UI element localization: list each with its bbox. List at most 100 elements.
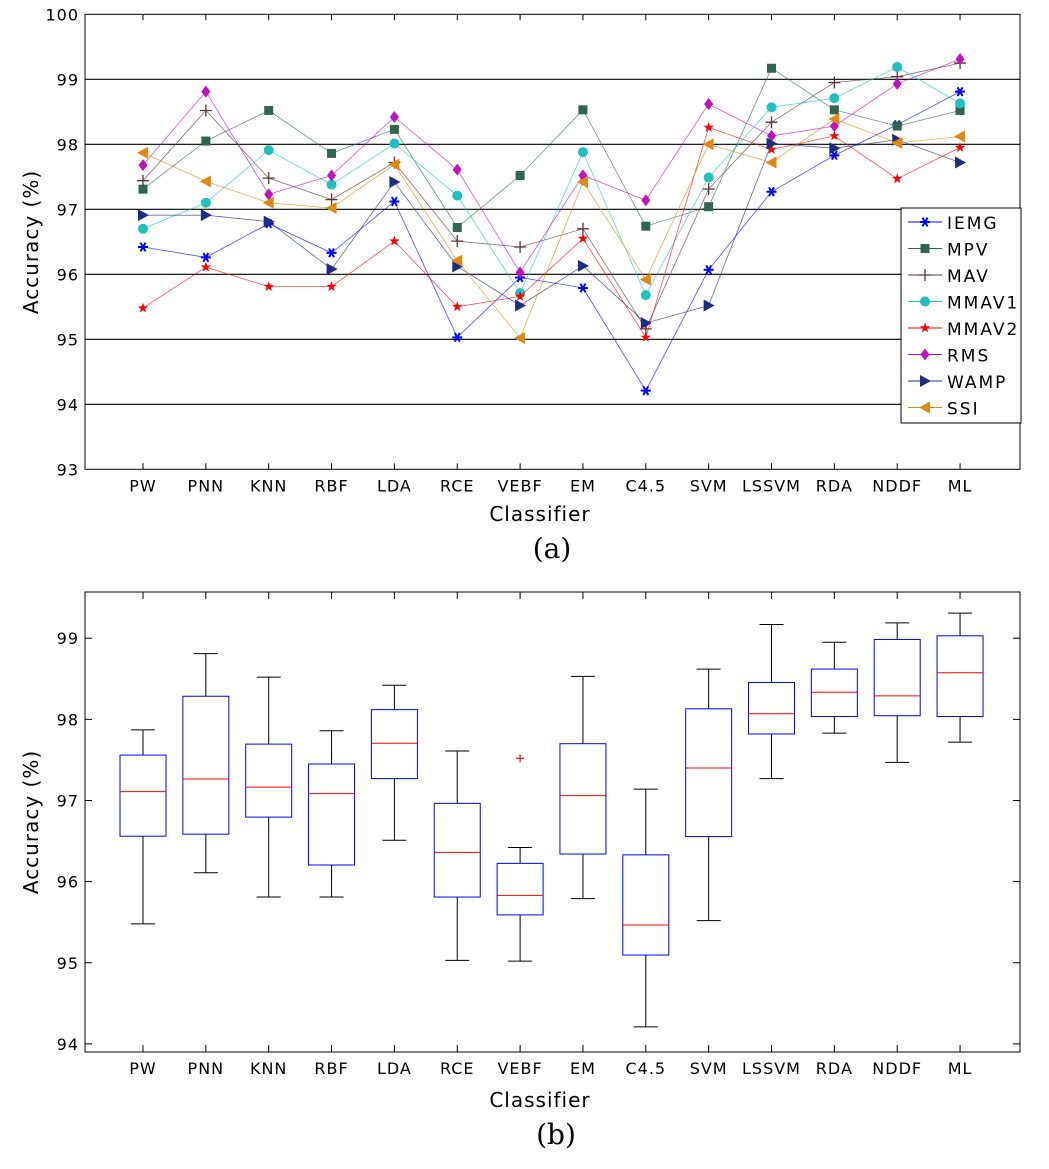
data-point: [264, 188, 274, 201]
y-tick-label: 99: [57, 629, 79, 648]
data-point: [452, 223, 462, 232]
x-tick-label: PW: [129, 1059, 156, 1078]
data-point: [452, 332, 463, 343]
y-tick-label: 96: [57, 873, 79, 892]
x-tick-label: PNN: [188, 1059, 225, 1078]
box: [748, 681, 795, 735]
data-point: [327, 148, 337, 158]
series-mmav1: [138, 61, 966, 301]
x-tick-label: EM: [570, 476, 596, 495]
data-point: [766, 186, 777, 197]
legend-item: RMS: [908, 347, 988, 367]
data-point: [201, 136, 211, 146]
data-point: [639, 273, 651, 286]
legend-item: MMAV1: [908, 294, 1019, 314]
data-point: [137, 302, 149, 313]
x-tick-label: SVM: [690, 1059, 728, 1078]
legend-marker: [920, 217, 930, 227]
y-tick-label: 93: [57, 460, 79, 479]
data-point: [264, 106, 274, 115]
legend-marker: [920, 296, 930, 307]
data-point: [955, 106, 965, 115]
data-point: [199, 175, 211, 188]
series-mpv: [138, 63, 965, 232]
box-pw: [119, 729, 167, 925]
x-tick-label: VEBF: [497, 476, 542, 495]
data-point: [137, 174, 149, 187]
x-tick-label: EM: [570, 1059, 596, 1078]
data-point: [892, 121, 902, 131]
box-knn: [245, 676, 293, 898]
legend-label: MAV: [947, 267, 990, 287]
data-point: [640, 317, 652, 330]
x-tick-label: NDDF: [872, 476, 922, 495]
data-point: [389, 124, 399, 134]
data-point: [829, 105, 839, 115]
data-point: [199, 104, 212, 117]
x-tick-label: RCE: [440, 1059, 475, 1078]
x-tick-label: RDA: [816, 1059, 853, 1078]
data-point: [955, 86, 966, 97]
y-tick-label: 98: [57, 710, 79, 729]
data-point: [200, 261, 212, 272]
data-point: [451, 235, 464, 248]
series-iemg: [138, 86, 966, 396]
data-point: [515, 171, 525, 180]
series-line: [142, 66, 961, 297]
box: [119, 754, 167, 837]
x-tick-label: KNN: [250, 1059, 287, 1078]
legend-label: IEMG: [947, 214, 999, 234]
box-c4.5: [622, 788, 670, 1028]
legend-label: MMAV2: [947, 320, 1019, 340]
data-point: [892, 61, 903, 72]
x-tick-label: SVM: [690, 476, 728, 495]
series-line: [142, 91, 961, 392]
box: [308, 763, 356, 866]
x-tick-label: VEBF: [497, 1059, 542, 1078]
data-point: [389, 111, 399, 123]
data-point: [326, 179, 337, 190]
data-point: [703, 264, 714, 275]
legend-box: [900, 207, 1022, 424]
legend-marker: [920, 348, 930, 361]
box-rbf: [308, 730, 356, 898]
data-point: [138, 242, 148, 252]
data-point: [389, 138, 400, 149]
data-point: [389, 176, 401, 188]
legend-item: SSI: [908, 400, 978, 420]
x-tick-label: ML: [948, 476, 973, 495]
data-point: [892, 173, 903, 184]
data-point: [829, 150, 840, 161]
x-tick-label: RBF: [314, 476, 348, 495]
plot-area-b: [84, 591, 1021, 1053]
y-tick-label: 97: [57, 792, 79, 811]
data-point: [326, 281, 337, 292]
data-point: [954, 142, 966, 152]
y-tick-label: 97: [57, 200, 79, 219]
legend-item: IEMG: [908, 214, 999, 234]
data-point: [955, 98, 966, 109]
data-point: [766, 102, 777, 113]
box: [622, 854, 670, 956]
data-point: [955, 53, 965, 66]
data-point: [138, 184, 148, 194]
legend-label: MMAV1: [947, 294, 1019, 314]
data-point: [200, 252, 211, 263]
data-point: [576, 222, 589, 235]
y-axis-label: Accuracy (%): [19, 750, 43, 894]
data-point: [703, 299, 715, 312]
y-tick-label: 96: [57, 265, 79, 284]
legend-label: WAMP: [947, 373, 1007, 393]
y-axis-label: Accuracy (%): [19, 170, 43, 314]
data-point: [325, 202, 337, 214]
box: [873, 638, 921, 717]
data-point: [389, 235, 400, 246]
data-point: [514, 290, 526, 301]
legend-marker: [920, 375, 931, 387]
plot-area-a: [84, 13, 1021, 470]
box-chart-b: 94 95 96 97 98 99 PW PNN KNN RBF LDA RCE VEBF EM C4.5 S…: [19, 591, 1021, 1151]
x-tick-label: NDDF: [872, 1059, 922, 1078]
box: [433, 802, 481, 898]
x-axis-label: Classifier: [489, 1088, 590, 1112]
y-tick-label: 94: [57, 1035, 79, 1054]
